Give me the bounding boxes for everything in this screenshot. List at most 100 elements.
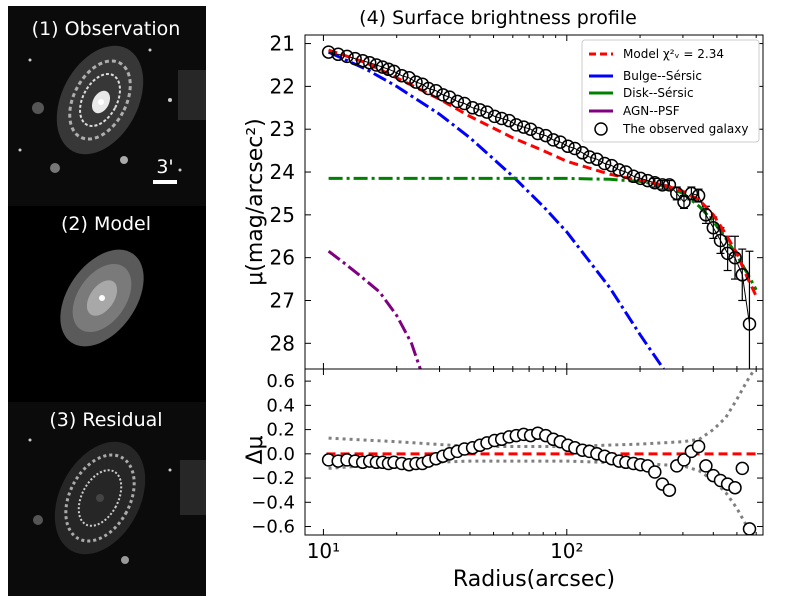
observed-point [575,146,590,160]
observed-point [450,94,465,109]
observed-point [362,56,377,70]
main-plot-content: 21 22 23 24 25 26 27 28 [270,32,763,369]
observed-point [355,53,370,68]
observed-point [421,81,436,96]
legend-box [581,39,760,143]
observed-point [340,49,354,64]
observed-point [409,75,423,89]
residual-y-tick-label: 0.6 [266,371,295,392]
legend-swatch-observed [594,122,608,136]
observed-point [436,88,450,102]
residual-plot: Δμ 0.6 0.4 0.2 0.0 −0.2 −0.4 −0.6 10¹ 10² Radius… [243,368,764,592]
observed-point [684,186,699,201]
galaxy-model-image [60,249,144,347]
model-panel: (2) Model [8,206,206,402]
residual-point [699,459,713,473]
observed-point [582,150,597,164]
main-series-group [321,45,758,369]
observed-point [561,139,575,154]
observed-point [720,246,735,261]
galaxy-residual-image [28,438,206,564]
plot-title: (4) Surface brightness profile [359,7,637,29]
observed-point [546,133,561,147]
observed-point [480,105,494,119]
y-tick-label: 27 [270,288,295,312]
residual-point [735,461,750,476]
legend-label-agn: AGN--PSF [623,104,680,118]
y-tick-label: 28 [270,331,295,355]
residual-y-axis-label: Δμ [243,435,268,464]
observed-point [321,45,336,59]
observed-point [429,83,443,98]
observed-point [457,96,472,111]
residual-point [691,439,706,454]
residual-point [728,480,742,495]
x-axis-label: Radius(arcsec) [453,567,615,592]
model-label: (2) Model [61,213,151,235]
observed-point [331,47,345,62]
residual-point [742,522,757,535]
observed-point [402,71,416,85]
residual-series-group [321,369,757,535]
observed-point [590,152,604,166]
series-line-agn [327,250,422,369]
observed-point [487,109,502,124]
observed-point [375,60,390,74]
observed-point [369,58,384,72]
x-tick-label: 10¹ [307,539,340,563]
observed-point [539,128,553,143]
observed-point [473,103,487,117]
observed-point [597,156,612,171]
observed-point [670,186,684,201]
observed-point [742,317,757,331]
observation-panel: (1) Observation 3' [8,6,206,206]
observed-point [677,195,691,209]
observed-point [713,233,728,248]
observed-point [728,250,742,265]
residual-y-tick-label: −0.2 [251,468,295,489]
observed-point [523,122,538,136]
observed-point [568,141,582,156]
residual-y-tick-label: −0.6 [251,517,295,538]
observed-point [633,171,648,186]
observed-point [662,178,677,192]
observed-point [604,158,619,173]
observed-point [699,208,713,222]
y-tick-label: 23 [270,117,295,141]
observed-point [531,126,545,141]
observed-point [706,220,721,235]
y-tick-label: 22 [270,74,295,98]
observed-point [465,101,480,115]
y-tick-label: 21 [270,32,295,56]
residual-y-tick-label: 0.0 [266,444,295,465]
observation-label: (1) Observation [32,18,181,40]
legend-label-model: Model χ²ᵥ = 2.34 [623,47,724,61]
observed-point [509,118,524,132]
observed-point [395,68,409,83]
residual-point [677,453,691,467]
observed-point [655,178,670,192]
scale-bar [153,180,177,184]
residual-y-tick-label: −0.4 [251,492,295,513]
observed-point [516,120,531,134]
legend-label-disk: Disk--Sérsic [623,86,694,100]
residual-y-tick-label: 0.4 [266,395,295,416]
observed-point [691,188,706,203]
legend-label-observed: The observed galaxy [622,122,748,136]
residual-plot-frame [304,368,764,536]
y-axis-label: μ(mag/arcsec²) [243,118,268,286]
x-tick-label: 10² [550,539,583,563]
residual-point [648,465,662,479]
observed-point [442,90,457,104]
residual-label: (3) Residual [49,409,162,431]
observed-point [640,173,655,188]
observed-point [502,113,516,128]
observed-point [387,64,401,79]
residual-y-tick-label: 0.2 [266,420,295,441]
y-tick-label: 26 [270,246,295,270]
surface-brightness-plot: (4) Surface brightness profile μ(mag/arc… [243,7,764,370]
observed-point [626,169,641,184]
galaxy-observation-image [18,45,206,173]
observed-point [494,111,509,126]
